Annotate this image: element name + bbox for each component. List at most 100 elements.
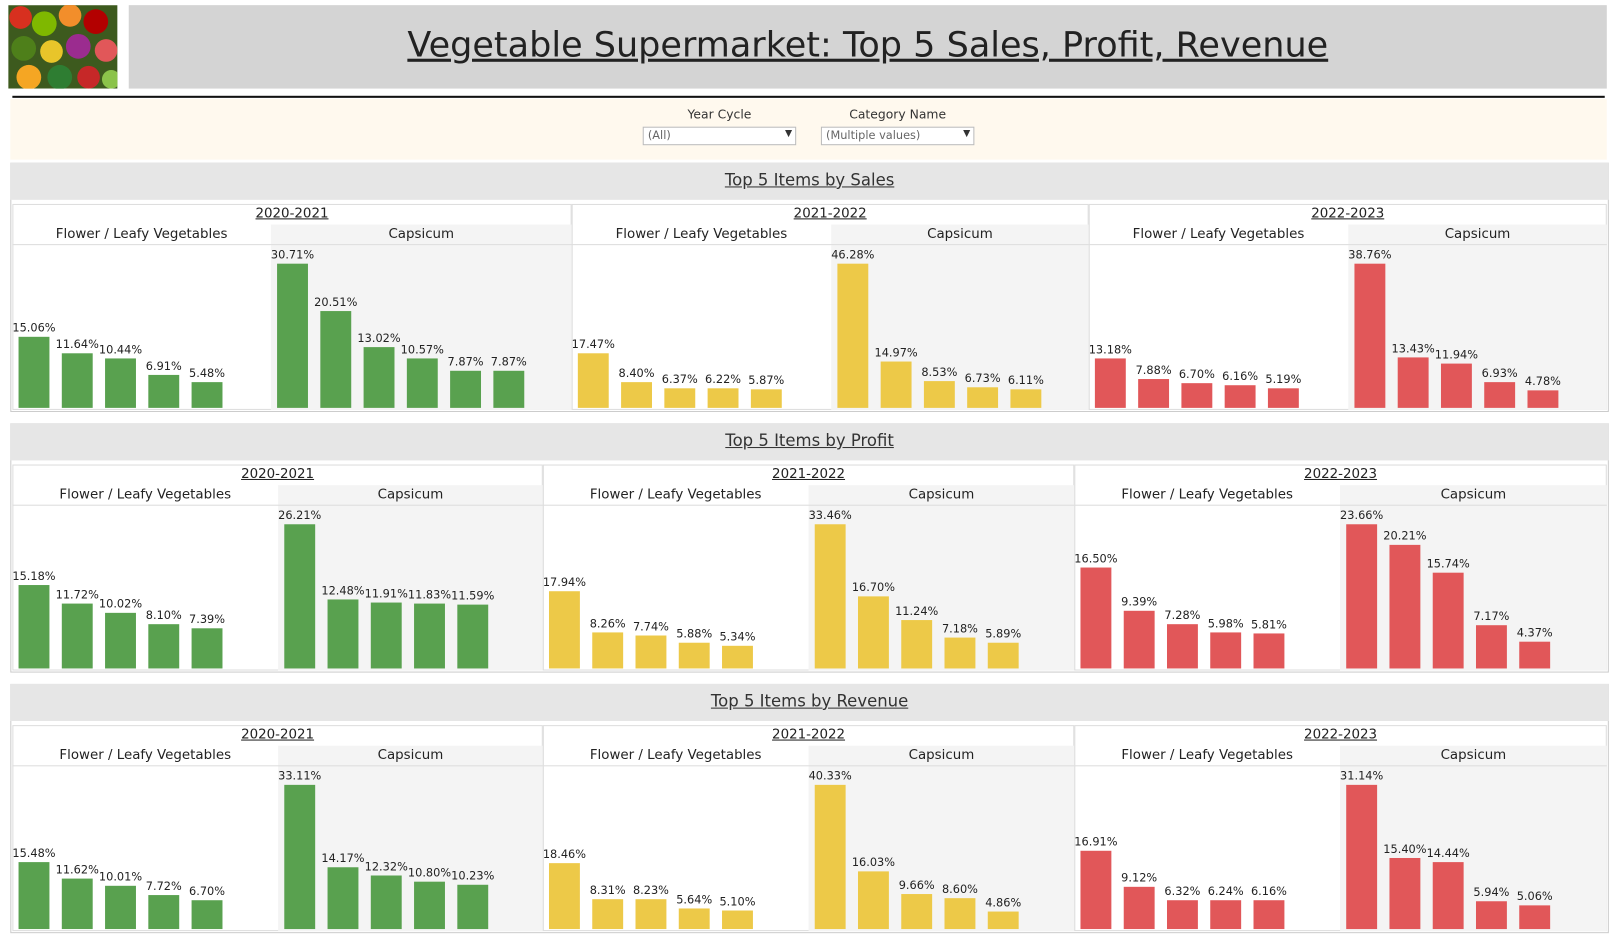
bar <box>148 895 180 930</box>
bar <box>148 375 180 408</box>
bar <box>457 604 489 669</box>
filter-dropdown[interactable]: (Multiple values) ▼ <box>820 126 975 146</box>
logo <box>8 5 118 89</box>
bar <box>320 311 352 408</box>
value-label: 30.71% <box>270 248 315 262</box>
value-label: 11.64% <box>55 337 99 352</box>
value-label: 11.24% <box>895 604 939 618</box>
bar <box>707 388 739 408</box>
bar <box>1166 624 1198 669</box>
bar <box>664 388 696 408</box>
bar <box>370 602 402 669</box>
group-name: Flower / Leafy Vegetables <box>1132 226 1305 243</box>
bar <box>191 899 223 930</box>
group-bg <box>808 745 1075 932</box>
row-line <box>12 765 543 767</box>
filter-dropdown[interactable]: (All) ▼ <box>642 126 797 146</box>
value-label: 7.72% <box>145 879 182 894</box>
bar <box>406 358 438 408</box>
value-label: 8.10% <box>145 608 182 622</box>
bar <box>592 899 624 930</box>
group-name: Capsicum <box>927 226 993 243</box>
group-bg <box>831 224 1089 410</box>
bar <box>148 623 180 669</box>
value-label: 9.12% <box>1121 871 1158 885</box>
value-label: 6.70% <box>189 884 226 898</box>
value-label: 13.18% <box>1088 343 1132 357</box>
group-name: Capsicum <box>1440 747 1507 764</box>
divider <box>12 95 1605 98</box>
bar <box>635 899 667 930</box>
value-label: 16.91% <box>1074 835 1118 849</box>
bar <box>1527 390 1559 408</box>
bar <box>1094 358 1126 408</box>
bar <box>1181 382 1213 408</box>
value-label: 6.70% <box>1178 367 1215 381</box>
section-title: Top 5 Items by Sales <box>724 169 895 190</box>
value-label: 5.94% <box>1473 886 1510 900</box>
value-label: 46.28% <box>831 248 875 262</box>
bar <box>1166 899 1198 930</box>
value-label: 8.31% <box>589 883 626 898</box>
value-label: 18.46% <box>542 847 587 861</box>
panel-year: 2020-2021 <box>255 206 329 222</box>
value-label: 8.53% <box>921 365 958 380</box>
bar <box>363 346 395 408</box>
value-label: 26.21% <box>278 508 322 523</box>
bar <box>1389 545 1421 669</box>
bar <box>750 389 782 408</box>
bar <box>1354 263 1386 408</box>
bar <box>284 524 316 669</box>
bar <box>944 637 976 669</box>
value-label: 5.64% <box>676 893 713 907</box>
value-label: 4.78% <box>1524 374 1561 389</box>
value-label: 20.51% <box>314 296 358 310</box>
bar <box>814 524 846 669</box>
value-label: 6.91% <box>145 359 182 374</box>
group-bg <box>808 485 1075 671</box>
value-label: 16.03% <box>851 856 896 870</box>
bar <box>327 599 359 669</box>
value-label: 16.50% <box>1074 552 1118 566</box>
bar <box>987 911 1019 930</box>
value-label: 8.26% <box>589 617 626 631</box>
value-label: 7.17% <box>1473 609 1510 623</box>
bar <box>857 596 889 669</box>
value-label: 15.48% <box>12 846 56 860</box>
value-label: 31.14% <box>1340 769 1384 783</box>
value-label: 10.57% <box>400 342 444 357</box>
value-label: 7.88% <box>1135 363 1172 377</box>
bar <box>837 263 869 408</box>
value-label: 5.87% <box>748 374 785 388</box>
bar <box>814 784 846 930</box>
value-label: 5.34% <box>719 630 756 644</box>
row-line <box>571 244 1089 246</box>
section-title: Top 5 Items by Revenue <box>710 691 909 711</box>
value-label: 5.88% <box>676 627 713 642</box>
bar <box>722 910 753 930</box>
value-label: 11.62% <box>55 862 99 877</box>
bar <box>1267 388 1299 408</box>
group-name: Flower / Leafy Vegetables <box>59 747 232 764</box>
bar <box>1440 363 1472 408</box>
value-label: 5.89% <box>985 627 1022 642</box>
bar <box>1224 384 1256 408</box>
value-label: 16.70% <box>851 581 896 595</box>
bar <box>370 875 402 930</box>
panel-year: 2021-2022 <box>772 466 846 483</box>
value-label: 13.43% <box>1391 342 1435 356</box>
group-name: Flower / Leafy Vegetables <box>1121 747 1293 764</box>
value-label: 38.76% <box>1348 248 1392 262</box>
bar <box>722 645 753 669</box>
value-label: 10.23% <box>451 869 495 883</box>
bar <box>61 878 93 930</box>
bar <box>901 894 933 930</box>
group-name: Capsicum <box>908 487 975 503</box>
dashboard-title: Vegetable Supermarket: Top 5 Sales, Prof… <box>407 24 1329 66</box>
value-label: 33.11% <box>278 769 322 783</box>
group-name: Capsicum <box>377 487 444 503</box>
bar <box>1123 611 1155 669</box>
bar <box>105 613 136 669</box>
value-label: 10.44% <box>98 343 143 357</box>
group-name: Capsicum <box>908 747 975 764</box>
